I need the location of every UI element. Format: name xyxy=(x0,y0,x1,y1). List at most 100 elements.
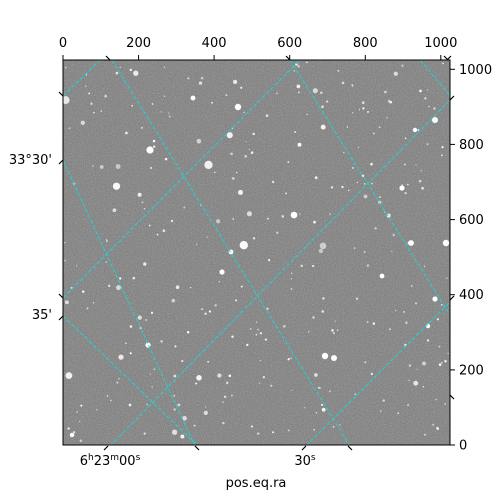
star xyxy=(131,104,134,107)
star xyxy=(264,338,268,341)
top-tick-label: 200 xyxy=(126,36,151,51)
star xyxy=(321,310,325,313)
top-tick-label: 400 xyxy=(202,36,227,51)
star xyxy=(152,139,156,143)
star xyxy=(293,70,296,72)
star xyxy=(145,319,147,321)
star xyxy=(363,250,366,254)
star xyxy=(312,316,315,319)
star xyxy=(435,398,437,401)
wcs-tick xyxy=(285,55,291,61)
star xyxy=(211,101,214,104)
wcs-tick xyxy=(194,445,200,451)
dec-tick-labels: 33°30' 35' xyxy=(9,153,52,323)
star xyxy=(203,410,208,415)
star xyxy=(235,299,238,302)
star xyxy=(407,404,410,407)
star xyxy=(428,105,430,108)
star xyxy=(347,189,350,192)
star xyxy=(343,151,345,154)
star xyxy=(93,111,95,114)
star xyxy=(306,61,308,64)
right-tick-label: 800 xyxy=(459,138,484,153)
bright-star xyxy=(442,239,450,247)
star xyxy=(245,141,247,143)
star xyxy=(267,258,271,262)
star xyxy=(291,389,293,391)
star xyxy=(353,247,356,250)
star xyxy=(386,213,391,218)
star xyxy=(239,241,248,250)
star xyxy=(196,243,198,245)
grid-line xyxy=(110,99,450,445)
bright-star xyxy=(412,127,418,133)
star xyxy=(408,364,412,367)
wcs-tick xyxy=(103,445,109,451)
star xyxy=(183,206,186,209)
star xyxy=(320,403,324,407)
wcs-tick xyxy=(58,91,64,97)
star xyxy=(318,248,324,254)
star xyxy=(388,328,391,331)
star xyxy=(262,375,266,379)
star xyxy=(320,124,326,130)
star xyxy=(392,233,395,237)
top-tick-label: 600 xyxy=(277,36,302,51)
star xyxy=(63,96,70,105)
star xyxy=(270,384,273,387)
star xyxy=(281,215,285,218)
star xyxy=(272,431,275,434)
star xyxy=(248,148,251,151)
star xyxy=(328,390,331,393)
star xyxy=(118,378,120,380)
star xyxy=(433,107,436,110)
grid-line xyxy=(63,315,198,445)
star xyxy=(86,307,89,310)
star xyxy=(259,359,262,362)
star xyxy=(290,288,293,290)
star xyxy=(438,363,442,366)
grid-line xyxy=(289,60,450,316)
star xyxy=(287,358,290,361)
star xyxy=(110,399,112,402)
star xyxy=(223,395,227,399)
star xyxy=(336,329,339,331)
right-pixel-axis: 0 200 400 600 800 1000 xyxy=(450,63,492,454)
wcs-tick xyxy=(449,394,455,400)
star xyxy=(389,100,393,104)
star xyxy=(232,218,235,220)
star xyxy=(298,91,300,94)
star xyxy=(226,132,233,139)
star xyxy=(413,380,419,386)
star xyxy=(76,411,79,413)
star xyxy=(167,112,170,114)
star xyxy=(314,176,318,180)
star xyxy=(252,237,256,240)
star xyxy=(174,345,177,348)
star xyxy=(68,127,71,130)
bright-star xyxy=(399,185,405,191)
star xyxy=(149,373,152,375)
star xyxy=(422,386,425,388)
star xyxy=(151,386,153,388)
star xyxy=(438,345,441,348)
star xyxy=(313,220,316,224)
star xyxy=(119,66,121,68)
star xyxy=(307,330,310,333)
star xyxy=(447,352,449,355)
star xyxy=(222,421,225,425)
star xyxy=(133,70,139,76)
star xyxy=(370,162,373,166)
star xyxy=(401,184,403,186)
star xyxy=(299,213,301,215)
star xyxy=(267,217,269,220)
star xyxy=(351,112,354,114)
bright-star xyxy=(331,355,337,361)
star xyxy=(351,84,354,87)
star xyxy=(314,373,318,377)
star xyxy=(397,412,400,415)
star xyxy=(64,259,66,262)
top-tick-label: 1000 xyxy=(424,36,457,51)
star xyxy=(370,372,374,376)
star xyxy=(148,224,151,227)
